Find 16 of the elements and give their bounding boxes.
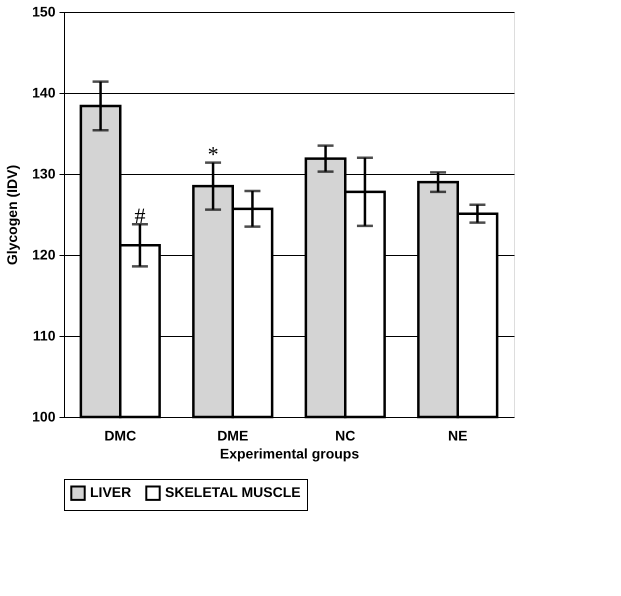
y-tick-label: 130 bbox=[32, 166, 56, 182]
legend-label: LIVER bbox=[90, 484, 132, 500]
x-axis-title: Experimental groups bbox=[220, 446, 360, 462]
x-tick-label: DMC bbox=[104, 428, 136, 444]
x-tick-label: DME bbox=[217, 428, 248, 444]
x-tick-label: NE bbox=[448, 428, 468, 444]
annotation: # bbox=[134, 203, 146, 228]
legend-label: SKELETAL MUSCLE bbox=[165, 484, 301, 500]
y-tick-label: 140 bbox=[32, 84, 56, 100]
y-tick-label: 110 bbox=[32, 328, 56, 344]
y-tick-label: 150 bbox=[32, 4, 56, 20]
annotation: * bbox=[208, 142, 219, 167]
y-axis-title: Glycogen (IDV) bbox=[4, 164, 20, 266]
x-tick-label: NC bbox=[335, 428, 356, 444]
y-tick-label: 120 bbox=[32, 246, 56, 262]
y-tick-label: 100 bbox=[32, 408, 56, 424]
